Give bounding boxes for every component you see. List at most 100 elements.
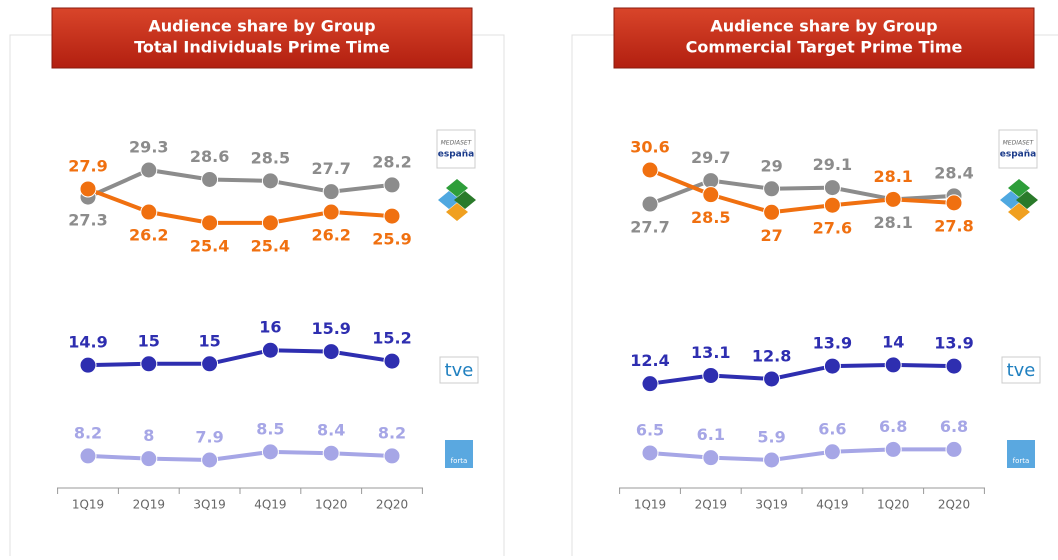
point: [201, 214, 219, 232]
chart-title: Audience share by Group: [710, 17, 937, 36]
point: [79, 180, 97, 198]
point: [140, 355, 158, 373]
data-label: 6.8: [879, 417, 907, 436]
logo-shape: [446, 203, 468, 221]
data-label: 5.9: [757, 428, 785, 447]
panel: [9, 34, 505, 560]
x-tick-label: 1Q20: [315, 498, 347, 512]
series-line: [87, 449, 393, 463]
title-box: [613, 7, 1035, 69]
point: [823, 196, 841, 214]
logo-shape: [1008, 179, 1030, 197]
x-tick-label: 2Q19: [133, 498, 165, 512]
point: [201, 355, 219, 373]
logo-shape: [1016, 191, 1038, 209]
data-label: 26.2: [311, 226, 350, 245]
point: [763, 451, 781, 469]
data-label: 28.1: [873, 213, 912, 232]
point: [201, 170, 219, 188]
chart-subtitle: Total Individuals Prime Time: [134, 38, 390, 57]
logo-text: tve: [445, 360, 474, 381]
panel: [571, 34, 1058, 560]
point: [261, 214, 279, 232]
point: [322, 183, 340, 201]
point: [763, 180, 781, 198]
logo-forta: [1007, 440, 1035, 468]
x-tick-label: 3Q19: [193, 498, 225, 512]
x-tick-label: 2Q20: [938, 498, 970, 512]
point: [823, 357, 841, 375]
data-label: 6.8: [940, 417, 968, 436]
point: [140, 450, 158, 468]
point: [383, 447, 401, 465]
logo-text: españa: [438, 150, 474, 160]
data-label: 27.6: [813, 219, 852, 238]
logos: MEDIASET españa tve forta: [436, 129, 479, 468]
data-label: 8: [143, 426, 154, 445]
point: [641, 375, 659, 393]
data-label: 14: [882, 332, 904, 351]
x-tick-label: 3Q19: [755, 498, 787, 512]
point: [884, 440, 902, 458]
data-label: 6.6: [818, 419, 846, 438]
x-tick-label: 4Q19: [816, 498, 848, 512]
data-label: 28.5: [251, 148, 290, 167]
data-label: 15.9: [311, 319, 350, 338]
point: [641, 161, 659, 179]
logo-text: tve: [1007, 360, 1036, 381]
data-label: 12.8: [752, 346, 791, 365]
point: [763, 370, 781, 388]
logo-tve: [1001, 356, 1041, 384]
chart-subtitle: Commercial Target Prime Time: [686, 38, 963, 57]
data-label: 29.7: [691, 148, 730, 167]
x-tick-label: 1Q20: [877, 498, 909, 512]
point: [702, 449, 720, 467]
data-label: 27.9: [68, 156, 107, 175]
data-label: 29.3: [129, 138, 168, 157]
logo-shape: [446, 179, 468, 197]
logo-text: forta: [1013, 457, 1030, 465]
data-label: 25.4: [251, 236, 290, 255]
data-label: 6.5: [636, 420, 664, 439]
point: [823, 179, 841, 197]
x-tick-label: 2Q19: [695, 498, 727, 512]
logos: MEDIASET españa tve forta: [998, 129, 1041, 468]
point: [140, 161, 158, 179]
data-label: 27.3: [68, 211, 107, 230]
data-label: 16: [259, 318, 281, 337]
x-tick-label: 4Q19: [254, 498, 286, 512]
point: [383, 207, 401, 225]
point: [261, 341, 279, 359]
point: [884, 190, 902, 208]
data-label: 15: [198, 331, 220, 350]
data-label: 15: [138, 331, 160, 350]
point: [383, 352, 401, 370]
point: [702, 366, 720, 384]
point: [79, 447, 97, 465]
point: [79, 356, 97, 374]
data-label: 13.9: [813, 334, 852, 353]
data-label: 28.5: [691, 208, 730, 227]
x-tick-label: 1Q19: [72, 498, 104, 512]
series-line: [87, 187, 393, 225]
logo-shape: [454, 191, 476, 209]
point: [763, 203, 781, 221]
series-line: [649, 168, 955, 215]
point: [322, 343, 340, 361]
series-line: [87, 167, 393, 199]
data-label: 8.5: [256, 419, 284, 438]
series-line: [649, 362, 955, 386]
logo-text: MEDIASET: [441, 140, 473, 147]
data-label: 28.4: [934, 163, 973, 182]
data-label: 30.6: [630, 138, 669, 157]
data-label: 28.1: [873, 167, 912, 186]
data-label: 28.6: [190, 147, 229, 166]
title-box: [51, 7, 473, 69]
data-label: 29.1: [813, 155, 852, 174]
point: [261, 172, 279, 190]
data-label: 27.7: [311, 159, 350, 178]
logo-shape: [1008, 203, 1030, 221]
data-label: 12.4: [630, 351, 669, 370]
data-label: 27.7: [630, 218, 669, 237]
